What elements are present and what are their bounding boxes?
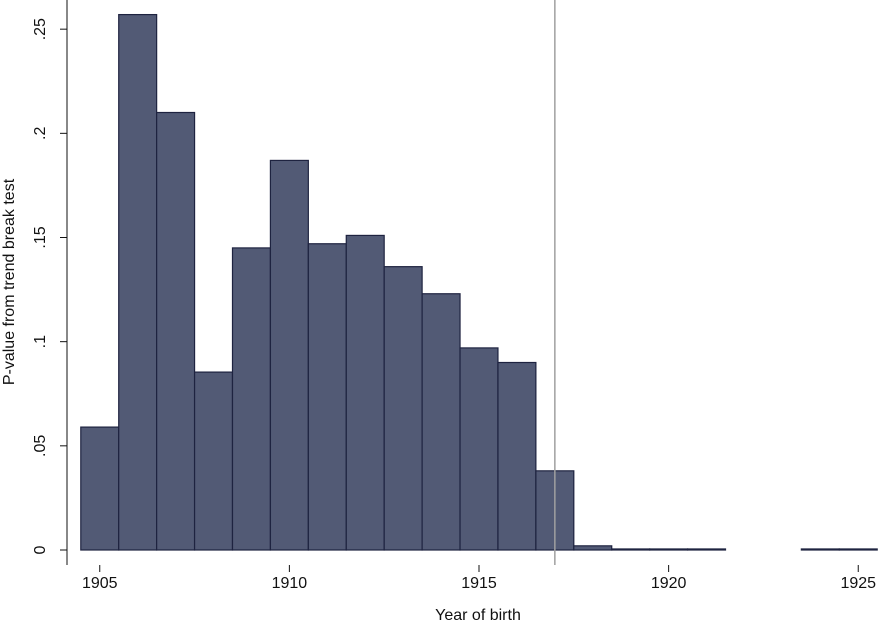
bar: [421, 293, 461, 551]
y-tick-label: .25: [32, 18, 49, 40]
bar: [497, 361, 537, 551]
x-tick-label: 1915: [461, 575, 497, 592]
bar: [686, 548, 727, 551]
bar: [231, 247, 272, 551]
bar: [193, 371, 234, 551]
bar: [649, 548, 689, 551]
x-tick-label: 1925: [840, 575, 876, 592]
x-tick-label: 1920: [651, 575, 687, 592]
x-axis-title: Year of birth: [435, 607, 521, 624]
x-tick-label: 1910: [272, 575, 308, 592]
bar: [156, 111, 196, 551]
bar: [269, 159, 309, 551]
bar: [307, 243, 347, 551]
x-tick-label: 1905: [82, 575, 118, 592]
bar: [80, 426, 120, 551]
y-tick-label: .05: [32, 435, 49, 457]
y-tick-label: .15: [32, 226, 49, 248]
bar: [573, 545, 613, 551]
bar: [459, 347, 499, 551]
bar: [800, 548, 840, 551]
bar: [345, 234, 385, 551]
y-tick-label: .2: [32, 127, 49, 140]
y-tick-label: 0: [32, 545, 49, 554]
bar: [838, 548, 878, 551]
bar: [383, 266, 423, 551]
bar: [611, 548, 651, 551]
bar: [118, 13, 158, 551]
y-axis-title: P-value from trend break test: [1, 178, 18, 385]
y-tick-label: .1: [32, 335, 49, 348]
